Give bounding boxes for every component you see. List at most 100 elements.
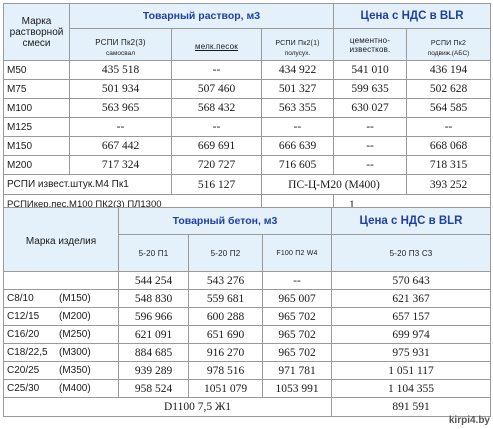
value-cell: 630 027 — [333, 98, 408, 118]
row-label: С8/10 (М150) — [3, 289, 119, 308]
value-cell: 543 276 — [188, 271, 263, 290]
table-row: С16/20 (М250) 621 091 651 690 965 702 699… — [3, 325, 492, 344]
concrete-price-table: Марка изделия Товарный бетон, м3 Цена с … — [2, 207, 492, 417]
table-row: С12/15 (М200) 596 966 600 288 965 702 657… — [3, 307, 492, 326]
mortar-price-table: Марка растворной смеси Товарный раствор,… — [3, 3, 492, 215]
value-cell: 621 367 — [331, 289, 492, 308]
value-cell: 1 104 355 — [331, 379, 492, 398]
value-cell: 501 934 — [69, 79, 172, 99]
row-label: С20/25 (М350) — [3, 361, 119, 380]
item-header-cell: Марка изделия — [3, 207, 119, 272]
value-cell: 544 254 — [118, 271, 189, 290]
value-cell: 965 702 — [261, 343, 333, 362]
col-header-3: РСПИ Пк2(1) полусух. — [260, 28, 335, 61]
table-row: М125 -- -- -- -- -- — [3, 117, 492, 137]
value-cell: 666 639 — [260, 136, 335, 156]
value-cell: 596 966 — [118, 307, 189, 326]
value-cell: 570 643 — [331, 271, 492, 290]
extra-row: РСПИ извест.штук.М4 Пк1 516 127 ПС-Ц-М20… — [3, 174, 492, 195]
value-cell: 651 690 — [188, 325, 263, 344]
row-label: М50 — [3, 60, 70, 80]
row-label: С16/20 (М250) — [3, 325, 119, 344]
value-cell: 965 007 — [261, 289, 333, 308]
extra-label: РСПИ извест.штук.М4 Пк1 — [3, 174, 172, 195]
footer-value: 891 591 — [331, 397, 492, 417]
value-cell: 621 091 — [118, 325, 189, 344]
value-cell: 435 518 — [69, 60, 172, 80]
row-label: М200 — [3, 155, 70, 175]
value-cell: 971 781 — [261, 361, 333, 380]
value-cell: 975 931 — [331, 343, 492, 362]
table-row: М75 501 934 507 460 501 327 599 635 502 … — [3, 79, 492, 99]
value-cell: 600 288 — [188, 307, 263, 326]
row-label: С18/22,5 (М300) — [3, 343, 119, 362]
table-row: 544 254 543 276 -- 570 643 — [3, 271, 492, 290]
value-cell: -- — [171, 60, 262, 80]
value-cell: 699 974 — [331, 325, 492, 344]
col-header-1: 5-20 П1 — [118, 234, 189, 272]
col-header-2: мелк.песок — [171, 28, 262, 61]
table-row: С20/25 (М350) 939 289 978 516 971 781 1 0… — [3, 361, 492, 380]
value-cell: 1051 079 — [188, 379, 263, 398]
extra-value: 516 127 — [171, 174, 262, 195]
value-cell: 1 051 117 — [331, 361, 492, 380]
value-cell: 563 965 — [69, 98, 172, 118]
value-cell: 884 685 — [118, 343, 189, 362]
value-cell: 716 605 — [260, 155, 335, 175]
row-label — [3, 271, 119, 290]
value-cell: -- — [260, 117, 335, 137]
value-cell: -- — [171, 117, 262, 137]
value-cell: 434 922 — [260, 60, 335, 80]
row-label: С25/30 (М400) — [3, 379, 119, 398]
value-cell: 1053 991 — [261, 379, 333, 398]
value-cell: 548 830 — [118, 289, 189, 308]
value-cell: -- — [333, 117, 408, 137]
value-cell: 978 516 — [188, 361, 263, 380]
grade-header: Марка растворной смеси — [9, 15, 64, 49]
value-cell: 657 157 — [331, 307, 492, 326]
grade-header-cell: Марка растворной смеси — [3, 3, 70, 61]
value-cell: -- — [261, 271, 333, 290]
row-label: М125 — [3, 117, 70, 137]
value-cell: -- — [333, 155, 408, 175]
table-row: С8/10 (М150) 548 830 559 681 965 007 621 … — [3, 289, 492, 308]
value-cell: 599 635 — [333, 79, 408, 99]
value-cell: 667 442 — [69, 136, 172, 156]
col-header-4: 5-20 П3 С3 — [331, 234, 492, 272]
value-cell: 939 289 — [118, 361, 189, 380]
value-cell: -- — [406, 117, 492, 137]
value-cell: 507 460 — [171, 79, 262, 99]
row-label: М100 — [3, 98, 70, 118]
table-row: М150 667 442 669 691 666 639 -- 668 068 — [3, 136, 492, 156]
mortar-price-header: Цена с НДС в BLR — [333, 3, 492, 29]
value-cell: 502 628 — [406, 79, 492, 99]
row-label: С12/15 (М200) — [3, 307, 119, 326]
col-header-3: F100 П2 W4 — [261, 234, 333, 272]
value-cell: 668 068 — [406, 136, 492, 156]
value-cell: 669 691 — [171, 136, 262, 156]
row-label: М150 — [3, 136, 70, 156]
value-cell: 958 524 — [118, 379, 189, 398]
value-cell: 501 327 — [260, 79, 335, 99]
value-cell: 436 194 — [406, 60, 492, 80]
footer-label: D1100 7,5 Ж1 — [2, 397, 333, 417]
value-cell: 965 702 — [261, 307, 333, 326]
table-row: М100 563 965 568 432 563 355 630 027 564… — [3, 98, 492, 118]
table-row: С18/22,5 (М300) 884 685 916 270 965 702 9… — [3, 343, 492, 362]
item-header: Марка изделия — [25, 235, 97, 247]
value-cell: 541 010 — [333, 60, 408, 80]
value-cell: 720 727 — [171, 155, 262, 175]
value-cell: 563 355 — [260, 98, 335, 118]
extra-label-2: ПС-Ц-М20 (М400) — [260, 174, 408, 195]
mortar-group-header: Товарный раствор, м3 — [68, 3, 335, 29]
watermark: kirpi4.by — [448, 415, 490, 426]
concrete-price-header: Цена с НДС в BLR — [331, 207, 492, 235]
extra-value-2: 393 252 — [406, 174, 492, 195]
value-cell: -- — [69, 117, 172, 137]
col-header-2: 5-20 П2 — [188, 234, 263, 272]
value-cell: 568 432 — [171, 98, 262, 118]
value-cell: -- — [333, 136, 408, 156]
value-cell: 717 324 — [69, 155, 172, 175]
col-header-5: РСПИ Пк2 подвиж.(АБС) — [406, 28, 492, 61]
value-cell: 559 681 — [188, 289, 263, 308]
